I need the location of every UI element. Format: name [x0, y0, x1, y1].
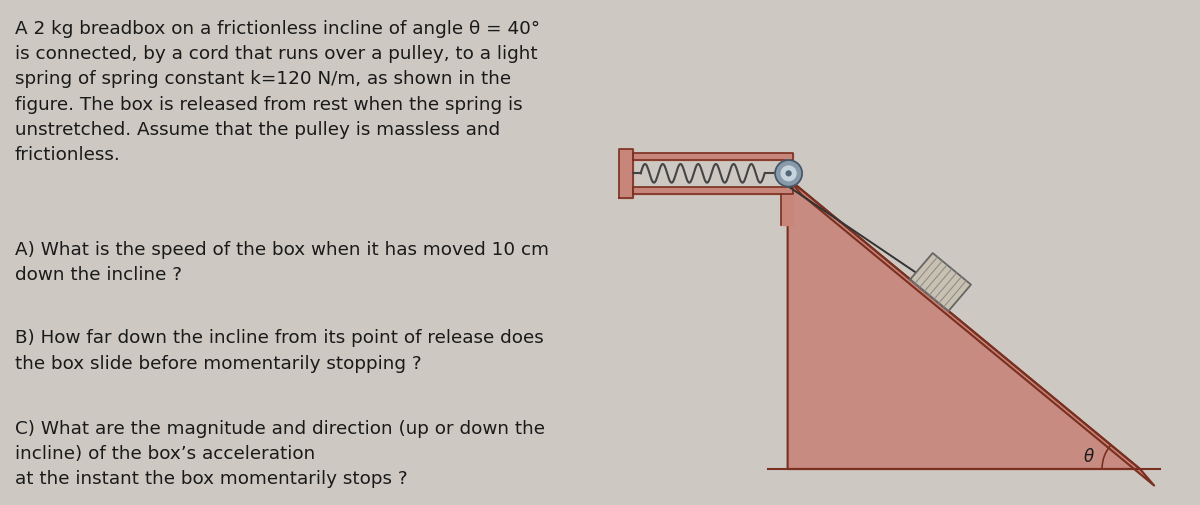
Text: B) How far down the incline from its point of release does
the box slide before : B) How far down the incline from its poi…	[14, 329, 544, 373]
Polygon shape	[632, 153, 793, 160]
Polygon shape	[781, 194, 793, 225]
Polygon shape	[619, 149, 632, 198]
Polygon shape	[910, 253, 971, 311]
Text: A) What is the speed of the box when it has moved 10 cm
down the incline ?: A) What is the speed of the box when it …	[14, 241, 550, 284]
Polygon shape	[787, 178, 1154, 485]
Circle shape	[775, 160, 802, 187]
Text: θ: θ	[1084, 448, 1094, 466]
Polygon shape	[632, 187, 793, 194]
Circle shape	[786, 171, 791, 176]
Text: C) What are the magnitude and direction (up or down the
incline) of the box’s ac: C) What are the magnitude and direction …	[14, 420, 545, 488]
Polygon shape	[787, 178, 1140, 469]
Circle shape	[781, 166, 796, 181]
Text: A 2 kg breadbox on a frictionless incline of angle θ = 40°
is connected, by a co: A 2 kg breadbox on a frictionless inclin…	[14, 20, 540, 164]
